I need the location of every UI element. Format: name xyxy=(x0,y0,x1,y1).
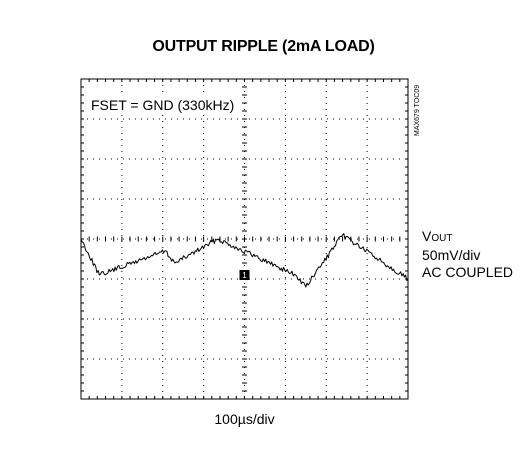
channel-labels: VOUT 50mV/div AC COUPLED xyxy=(422,228,513,281)
figure-id: MAX679 TOC09 xyxy=(414,85,421,136)
signal-subscript: OUT xyxy=(431,233,453,244)
signal-label: VOUT xyxy=(422,228,513,247)
center-axis-ticks xyxy=(80,78,409,400)
trace-line xyxy=(80,233,409,288)
x-axis-label: 100µs/div xyxy=(214,411,274,427)
grid xyxy=(81,79,408,399)
annotation-text: FSET = GND (330kHz) xyxy=(91,97,234,113)
coupling-label: AC COUPLED xyxy=(422,264,514,280)
trigger-marker-label: 1 xyxy=(242,271,247,280)
chart-title: OUTPUT RIPPLE (2mA LOAD) xyxy=(152,38,375,55)
annotation-background xyxy=(89,96,237,114)
trigger-marker: 1 xyxy=(239,270,250,280)
signal-prefix: V xyxy=(422,228,432,244)
scale-label: 50mV/div xyxy=(422,247,481,263)
trigger-marker-box xyxy=(239,270,250,280)
